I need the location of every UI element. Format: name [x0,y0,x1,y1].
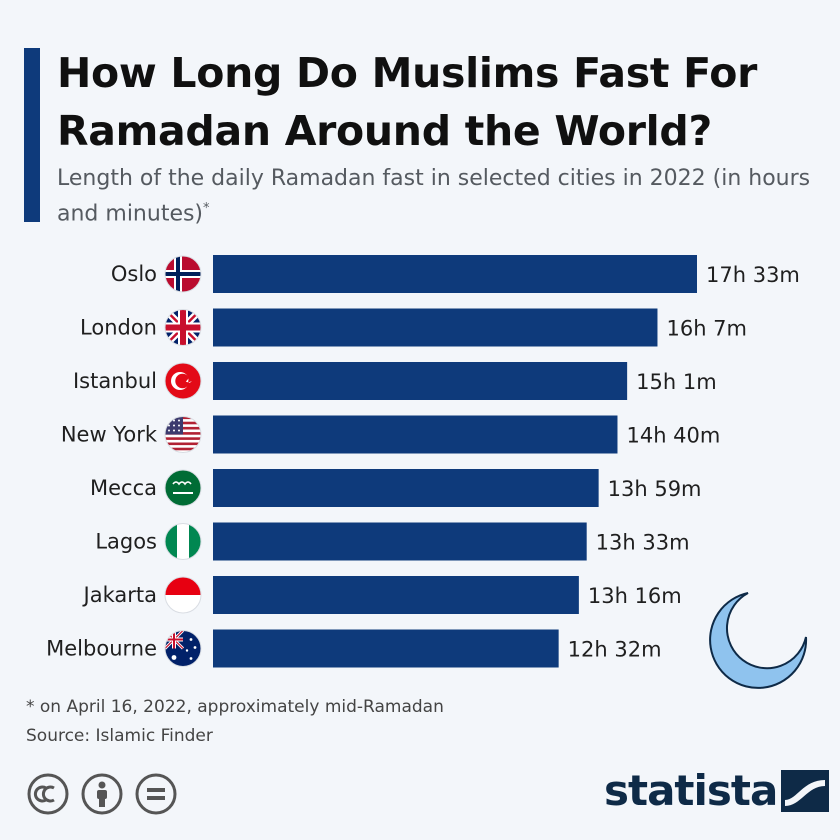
indonesia-flag-icon [164,576,202,614]
page-title: How Long Do Muslims Fast For Ramadan Aro… [57,49,757,155]
bar [213,522,587,561]
bar [213,576,579,614]
turkey-flag-icon [164,362,202,400]
category-label: Mecca [90,476,157,500]
category-label: London [80,316,157,340]
category-label: Istanbul [73,369,157,393]
no-derivatives-icon[interactable] [134,772,178,816]
category-label: Lagos [95,530,157,554]
footnote: * on April 16, 2022, approximately mid-R… [26,697,444,717]
norway-flag-icon [164,255,202,293]
statista-mark-icon [781,770,830,812]
statista-logo[interactable]: statista [604,766,830,816]
value-label: 14h 40m [626,424,720,448]
bar [213,629,559,668]
value-label: 13h 33m [596,531,690,555]
creative-commons-icon[interactable] [26,772,70,816]
category-label: Oslo [111,262,157,286]
category-label: New York [61,423,158,447]
crescent-moon-icon [709,592,808,689]
nigeria-flag-icon [164,523,202,560]
page-subtitle: Length of the daily Ramadan fast in sele… [57,164,827,229]
bar-chart: Oslo 17h 33m London 16h 7m Istanbul 15h 1m New… [46,255,800,668]
category-label: Melbourne [46,637,157,661]
uk-flag-icon [164,309,202,346]
value-label: 12h 32m [568,638,662,662]
attribution-icon[interactable] [80,772,124,816]
title-accent-bar [24,48,40,222]
value-label: 16h 7m [666,317,747,341]
australia-flag-icon [164,630,202,667]
source-note: Source: Islamic Finder [26,726,213,746]
bar [213,308,658,347]
value-label: 17h 33m [706,263,800,287]
value-label: 13h 59m [608,477,702,501]
category-label: Jakarta [82,583,157,607]
value-label: 13h 16m [588,584,682,608]
subtitle-text: Length of the daily Ramadan fast in sele… [57,166,811,227]
bar [213,255,697,293]
bar [213,362,628,400]
saudi-arabia-flag-icon [164,469,202,507]
bar [213,415,618,454]
logo-wordmark: statista [604,766,778,815]
value-label: 15h 1m [636,370,717,394]
license-icons [26,772,178,816]
usa-flag-icon [164,416,202,453]
subtitle-footnote-marker: * [203,201,210,216]
bar [213,469,599,507]
